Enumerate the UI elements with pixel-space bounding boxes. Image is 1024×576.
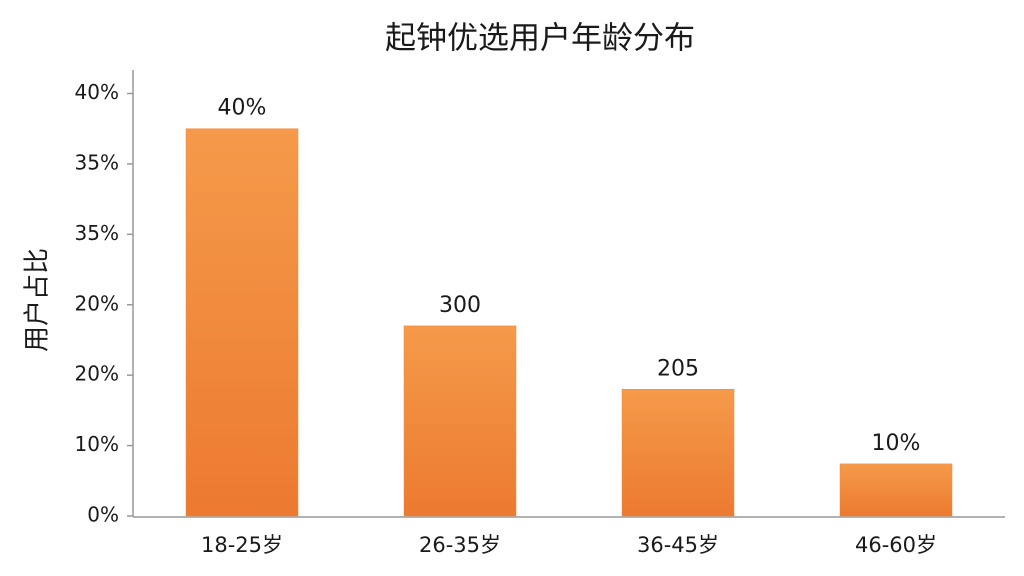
data-label: 10% (872, 431, 921, 456)
y-tick-label: 35% (75, 150, 119, 174)
x-tick-label: 18-25岁 (201, 533, 283, 557)
y-tick-label: 10% (75, 432, 119, 456)
data-label: 205 (657, 356, 699, 381)
y-tick-label: 20% (75, 291, 119, 315)
bar (403, 325, 517, 517)
y-tick-label: 20% (75, 362, 119, 386)
y-tick-label: 0% (87, 503, 119, 527)
y-axis-label: 用户占比 (23, 248, 53, 352)
x-tick-label: 36-45岁 (637, 533, 719, 557)
data-label: 300 (439, 293, 481, 318)
data-label: 40% (218, 96, 267, 121)
bar (839, 463, 953, 517)
bar (185, 128, 299, 517)
x-tick-label: 26-35岁 (419, 533, 501, 557)
y-tick-label: 40% (75, 80, 119, 104)
chart-title: 起钟优选用户年龄分布 (385, 21, 695, 57)
x-tick-label: 46-60岁 (855, 533, 937, 557)
y-tick-label: 35% (75, 221, 119, 245)
bar (621, 389, 735, 517)
